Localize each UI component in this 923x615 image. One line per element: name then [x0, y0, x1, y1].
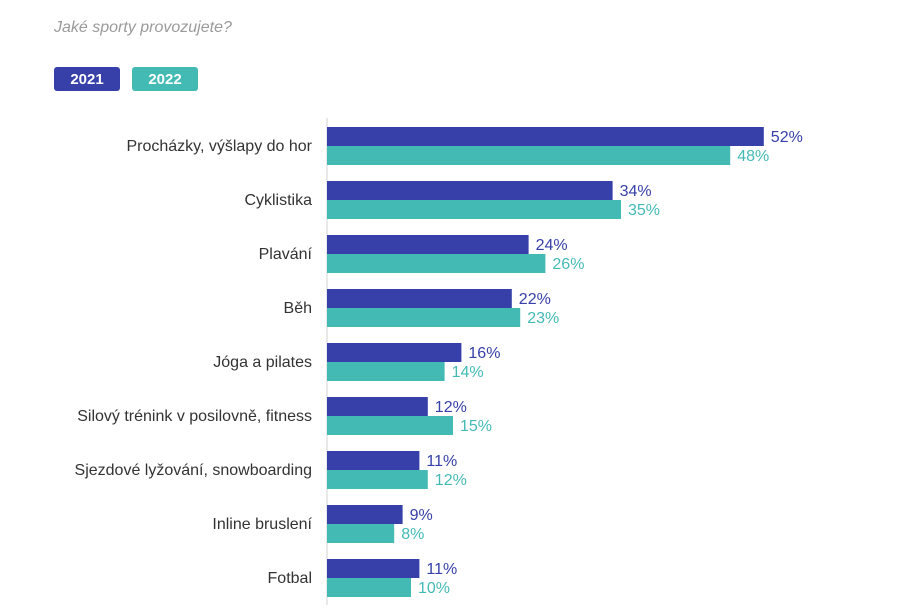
data-label-2021: 52% [771, 129, 803, 146]
bar-2022 [327, 470, 428, 489]
bar-2021 [327, 127, 764, 146]
data-label-2022: 12% [435, 472, 467, 489]
bar-2021 [327, 505, 403, 524]
chart-subtitle: Jaké sporty provozujete? [54, 19, 232, 36]
bar-2022 [327, 308, 521, 327]
bar-2022 [327, 146, 731, 165]
data-label-2022: 48% [737, 148, 769, 165]
bar-2021 [327, 343, 462, 362]
bar-2021 [327, 397, 428, 416]
category-label: Silový trénink v posilovně, fitness [77, 408, 312, 425]
data-label-2021: 16% [468, 345, 500, 362]
bar-2021 [327, 181, 613, 200]
bar-2022 [327, 362, 445, 381]
data-label-2022: 26% [552, 256, 584, 273]
bar-2022 [327, 578, 411, 597]
category-label: Plavání [259, 246, 313, 263]
legend-item-2021: 2021 [54, 67, 120, 91]
category-label: Cyklistika [244, 192, 312, 209]
data-label-2022: 8% [401, 526, 424, 543]
data-label-2021: 11% [426, 453, 457, 470]
data-label-2021: 22% [519, 291, 551, 308]
bar-2021 [327, 289, 512, 308]
legend: 2021 2022 [54, 67, 198, 91]
bar-2021 [327, 559, 420, 578]
data-label-2021: 34% [620, 183, 652, 200]
data-label-2022: 14% [452, 364, 484, 381]
category-label: Sjezdové lyžování, snowboarding [75, 462, 312, 479]
data-label-2022: 10% [418, 580, 450, 597]
data-label-2021: 11% [426, 561, 457, 578]
category-label: Inline bruslení [212, 516, 312, 533]
category-label: Jóga a pilates [213, 354, 312, 371]
bar-2022 [327, 254, 546, 273]
legend-item-2022: 2022 [132, 67, 198, 91]
data-label-2021: 24% [536, 237, 568, 254]
category-label: Fotbal [268, 570, 312, 587]
bar-2022 [327, 524, 395, 543]
data-label-2021: 12% [435, 399, 467, 416]
category-label: Procházky, výšlapy do hor [126, 138, 312, 155]
bar-2021 [327, 235, 529, 254]
bar-2022 [327, 416, 453, 435]
bar-2021 [327, 451, 420, 470]
data-label-2021: 9% [410, 507, 433, 524]
data-label-2022: 23% [527, 310, 559, 327]
bar-2022 [327, 200, 621, 219]
category-label: Běh [284, 300, 312, 317]
data-label-2022: 15% [460, 418, 492, 435]
data-label-2022: 35% [628, 202, 660, 219]
